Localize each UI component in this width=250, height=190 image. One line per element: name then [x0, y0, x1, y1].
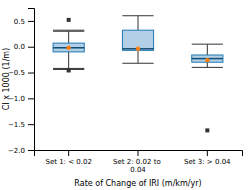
mean [66, 46, 70, 50]
box [122, 30, 153, 50]
y-axis-title: CI x 1000 (1/m) [2, 48, 11, 111]
y-tick-label: 0.5 [14, 18, 25, 26]
x-tick-mark [207, 150, 208, 156]
y-tick: −2.0 [8, 147, 34, 155]
mean [136, 47, 140, 51]
y-tick-label: −2.0 [8, 147, 25, 155]
whisker-cap [122, 63, 153, 64]
x-tick: Set 3: > 0.04 [184, 150, 231, 166]
x-tick: Set 2: 0.02 to 0.04 [113, 150, 163, 174]
flier [67, 68, 71, 72]
y-tick-label: 0.0 [14, 43, 25, 51]
x-tick-label: Set 2: 0.02 to 0.04 [113, 158, 163, 174]
y-tick: 0.0 [14, 43, 34, 51]
whisker [68, 31, 69, 43]
whisker-cap [192, 44, 223, 45]
whisker [207, 62, 208, 67]
y-axis-line [28, 9, 35, 151]
extra-line [53, 30, 84, 31]
x-axis-line [35, 151, 243, 157]
box-group [122, 16, 153, 64]
x-tick-label: Set 3: > 0.04 [184, 158, 231, 166]
box-group [192, 44, 223, 132]
y-tick: −1.5 [8, 121, 34, 129]
mean [205, 58, 209, 62]
x-tick-mark [138, 150, 139, 156]
y-tick-mark [28, 47, 34, 48]
x-tick-label: Set 1: < 0.02 [45, 158, 91, 166]
plot: −2.0 −1.5 −1.0 −0.5 0.0 0.5 Set 1: < 0.02 Set 2… [8, 9, 243, 174]
box-group [53, 18, 84, 73]
x-axis: Set 1: < 0.02 Set 2: 0.02 to 0.04 Set 3: >… [35, 150, 243, 174]
whisker-cap [192, 67, 223, 68]
x-tick-label-line: 0.04 [130, 166, 146, 174]
whisker [138, 16, 139, 30]
y-tick-label: −1.5 [8, 121, 25, 129]
x-tick: Set 1: < 0.02 [45, 150, 91, 166]
y-axis: −2.0 −1.5 −1.0 −0.5 0.0 0.5 [8, 9, 35, 155]
x-axis-title: Rate of Change of IRI (m/km/yr) [74, 179, 201, 188]
box [192, 55, 223, 62]
x-tick-mark [68, 150, 69, 156]
y-tick-mark [28, 73, 34, 74]
y-tick-mark [28, 98, 34, 99]
y-tick-mark [28, 150, 34, 151]
whisker [207, 44, 208, 55]
whisker-cap [122, 15, 153, 16]
whisker [138, 50, 139, 63]
flier [67, 18, 71, 22]
y-tick: −1.0 [8, 95, 34, 103]
x-tick-label-line: Set 1: < 0.02 [45, 158, 91, 166]
chart: −2.0 −1.5 −1.0 −0.5 0.0 0.5 Set 1: < 0.02 Set 2… [0, 0, 250, 190]
x-tick-label-line: Set 3: > 0.04 [184, 158, 231, 166]
y-tick-mark [28, 124, 34, 125]
marks [53, 16, 223, 133]
box [53, 43, 84, 52]
y-tick-mark [28, 21, 34, 22]
flier [205, 128, 209, 132]
whisker [68, 52, 69, 69]
y-tick: −0.5 [8, 69, 34, 77]
whisker-cap [53, 31, 84, 32]
y-tick: 0.5 [14, 18, 34, 26]
